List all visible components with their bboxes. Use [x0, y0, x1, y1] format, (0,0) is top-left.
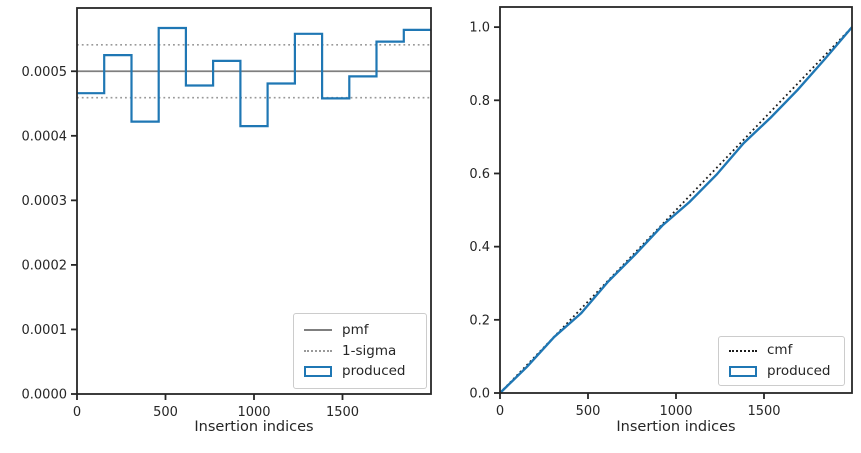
y-tick-label: 0.0004: [22, 129, 68, 144]
legend-label: 1-sigma: [342, 342, 397, 359]
right-x-axis-label: Insertion indices: [616, 419, 736, 435]
x-tick-label: 1500: [747, 404, 780, 419]
y-tick-label: 0.6: [469, 167, 490, 182]
left-plot: 0 500 1000 1500 0.0000 0.0001 0.0002 0.0003 0.00…: [22, 7, 432, 420]
legend-label: cmf: [767, 342, 793, 359]
right-plot-legend: cmf produced: [718, 336, 845, 386]
x-tick-label: 500: [576, 404, 601, 419]
pmf-legend-swatch: [304, 329, 332, 332]
1-sigma-legend-swatch: [304, 350, 332, 352]
x-tick-label: 0: [496, 404, 504, 419]
legend-entry-pmf: pmf: [304, 321, 416, 338]
y-tick-label: 1.0: [469, 21, 490, 36]
y-tick-label: 0.0005: [22, 65, 68, 80]
y-tick-label: 0.0001: [22, 323, 68, 338]
y-tick-label: 0.0002: [22, 258, 68, 273]
cmf-curve: [499, 26, 853, 394]
cmf-legend-swatch: [729, 349, 757, 352]
produced-curve: [499, 26, 853, 394]
produced-step-line: [77, 26, 431, 128]
y-tick-label: 0.0000: [22, 388, 68, 403]
x-tick-label: 1000: [659, 404, 692, 419]
produced-legend-swatch: [304, 366, 332, 378]
legend-entry-cmf: cmf: [729, 343, 834, 358]
legend-entry-produced: produced: [729, 364, 834, 379]
x-tick-label: 500: [153, 405, 178, 420]
y-tick-label: 0.0003: [22, 194, 68, 209]
y-tick-label: 0.2: [469, 313, 490, 328]
legend-entry-1-sigma: 1-sigma: [304, 342, 416, 359]
x-tick-label: 1000: [237, 405, 270, 420]
legend-label: produced: [342, 363, 406, 380]
y-tick-label: 0.0: [469, 387, 490, 402]
right-plot: 0 500 1000 1500 0.0 0.2 0.4 0.6 0.8 1.0: [469, 6, 853, 419]
y-tick-label: 0.4: [469, 240, 490, 255]
x-tick-label: 0: [73, 405, 81, 420]
left-plot-legend: pmf 1-sigma produced: [293, 313, 427, 389]
left-x-axis-label: Insertion indices: [194, 419, 314, 435]
x-tick-label: 1500: [326, 405, 359, 420]
legend-entry-produced: produced: [304, 364, 416, 379]
y-tick-label: 0.8: [469, 94, 490, 109]
legend-label: produced: [767, 363, 831, 379]
produced-legend-swatch: [729, 365, 757, 377]
legend-label: pmf: [342, 321, 369, 338]
